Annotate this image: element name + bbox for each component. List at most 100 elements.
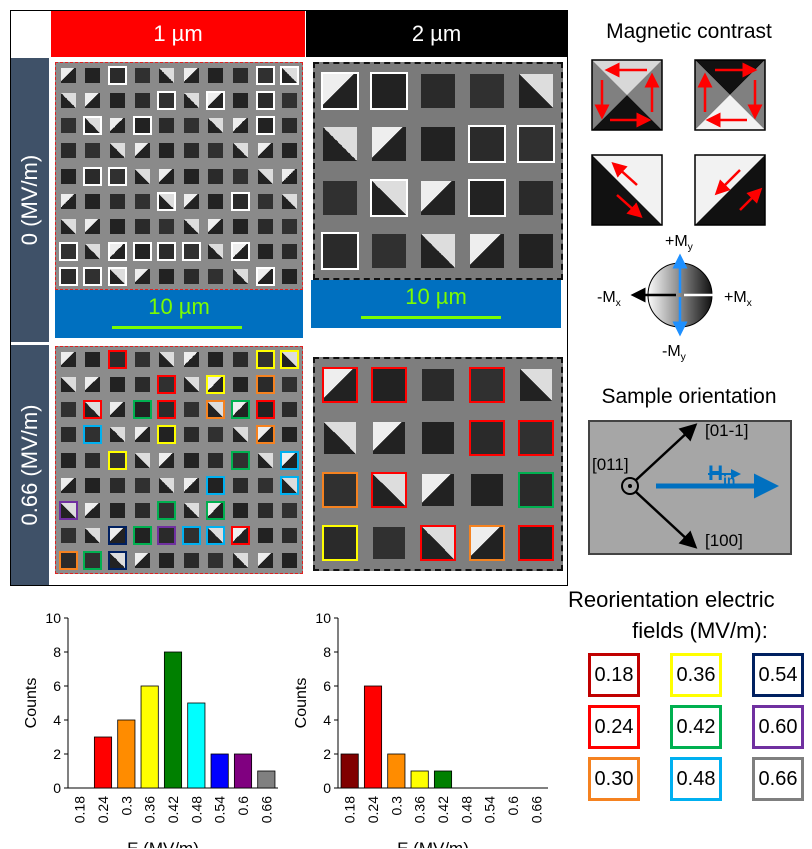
nanosquare xyxy=(422,474,454,507)
nanosquare xyxy=(85,452,101,468)
row-label-0: 0 (MV/m) xyxy=(11,58,49,342)
nanosquare xyxy=(208,168,224,184)
nanosquare xyxy=(257,427,273,443)
nanosquare xyxy=(323,369,356,402)
nanosquare xyxy=(257,243,273,259)
highlight-box xyxy=(468,125,507,164)
nanosquare xyxy=(60,527,76,543)
nanosquare xyxy=(134,93,150,109)
nanosquare xyxy=(159,352,175,368)
direction-label-upper: [01-1] xyxy=(705,421,749,440)
nanosquare xyxy=(110,427,125,443)
highlight-box xyxy=(157,525,177,545)
nanosquare xyxy=(159,243,175,259)
diagonal-square-2 xyxy=(694,154,766,226)
nanosquare xyxy=(134,527,150,543)
nanosquare xyxy=(85,243,101,259)
reorientation-title-line2: fields (MV/m): xyxy=(632,618,768,643)
row-label-0-text: 0 (MV/m) xyxy=(17,154,42,246)
highlight-box xyxy=(206,525,226,545)
nanosquare xyxy=(233,118,248,134)
highlight-box xyxy=(369,178,408,217)
nanosquare xyxy=(110,402,125,418)
highlight-box xyxy=(157,425,177,445)
nanosquare xyxy=(183,477,199,493)
highlight-box xyxy=(231,450,250,470)
panel-2um-066field xyxy=(313,357,563,571)
histogram-bar xyxy=(233,753,253,789)
x-tick-label: 0.36 xyxy=(142,796,158,823)
highlight-box xyxy=(518,419,555,456)
x-tick-label: 0.54 xyxy=(482,796,498,823)
legend-item-0-18: 0.18 xyxy=(588,653,640,697)
nanosquare xyxy=(60,118,76,134)
highlight-box xyxy=(255,266,275,286)
nanosquare xyxy=(233,243,248,259)
highlight-box xyxy=(157,241,177,261)
nanosquare xyxy=(282,402,298,418)
highlight-box xyxy=(157,500,177,520)
nanosquare xyxy=(470,234,505,269)
nanosquare xyxy=(159,118,175,134)
nanosquare xyxy=(134,427,150,443)
nanosquare xyxy=(519,180,554,215)
nanosquare xyxy=(371,180,406,215)
x-tick-label: 0.6 xyxy=(505,796,521,816)
nanosquare xyxy=(134,268,150,284)
nanosquare xyxy=(85,527,101,543)
highlight-box xyxy=(108,350,127,370)
nanosquare xyxy=(323,421,356,454)
y-tick-label: 10 xyxy=(315,610,331,626)
histogram-bar xyxy=(257,770,276,789)
highlight-box xyxy=(518,472,555,509)
nanosquare xyxy=(183,118,199,134)
highlight-box xyxy=(320,71,359,110)
x-tick-label: 0.3 xyxy=(118,796,134,816)
highlight-box xyxy=(469,367,506,404)
nanosquare xyxy=(208,377,224,393)
grid-frame xyxy=(10,10,568,586)
highlight-box xyxy=(255,91,275,111)
nanosquare xyxy=(282,118,298,134)
nanosquare xyxy=(60,68,76,84)
nanosquare xyxy=(110,143,125,159)
nanosquare xyxy=(282,452,298,468)
nanosquare xyxy=(159,93,175,109)
highlight-box xyxy=(83,116,103,136)
highlight-box xyxy=(369,71,408,110)
nanosquare xyxy=(85,193,101,209)
highlight-box xyxy=(108,166,127,186)
highlight-box xyxy=(58,500,78,520)
legend-item-0-54: 0.54 xyxy=(752,653,804,697)
nanosquare xyxy=(208,93,224,109)
nanosquare xyxy=(233,377,248,393)
nanosquare xyxy=(322,127,357,162)
nanosquare xyxy=(208,552,224,568)
x-tick-label: 0.36 xyxy=(412,796,428,823)
nanosquare xyxy=(85,168,101,184)
nanosquare xyxy=(159,477,175,493)
nanosquare xyxy=(257,552,273,568)
nanosquare xyxy=(183,68,199,84)
highlight-box xyxy=(255,375,275,395)
nanosquare xyxy=(233,268,248,284)
highlight-box xyxy=(255,350,275,370)
legend-item-0-30: 0.30 xyxy=(588,757,640,801)
nanosquare xyxy=(134,243,150,259)
legend-item-0-60: 0.60 xyxy=(752,705,804,749)
nanosquare xyxy=(159,143,175,159)
scalebar-left-label: 10 µm xyxy=(148,294,210,319)
highlight-box xyxy=(231,241,250,261)
nanosquare xyxy=(519,127,554,162)
nanosquare xyxy=(233,502,248,518)
nanosquare xyxy=(282,477,298,493)
panel-2um-0field xyxy=(313,62,563,280)
reorientation-title-line1: Reorientation electric xyxy=(568,587,775,612)
highlight-box xyxy=(280,450,300,470)
highlight-box xyxy=(370,472,407,509)
highlight-box xyxy=(255,400,275,420)
nanosquare xyxy=(519,234,554,269)
nanosquare xyxy=(233,168,248,184)
highlight-box xyxy=(132,241,152,261)
highlight-box xyxy=(518,524,555,561)
